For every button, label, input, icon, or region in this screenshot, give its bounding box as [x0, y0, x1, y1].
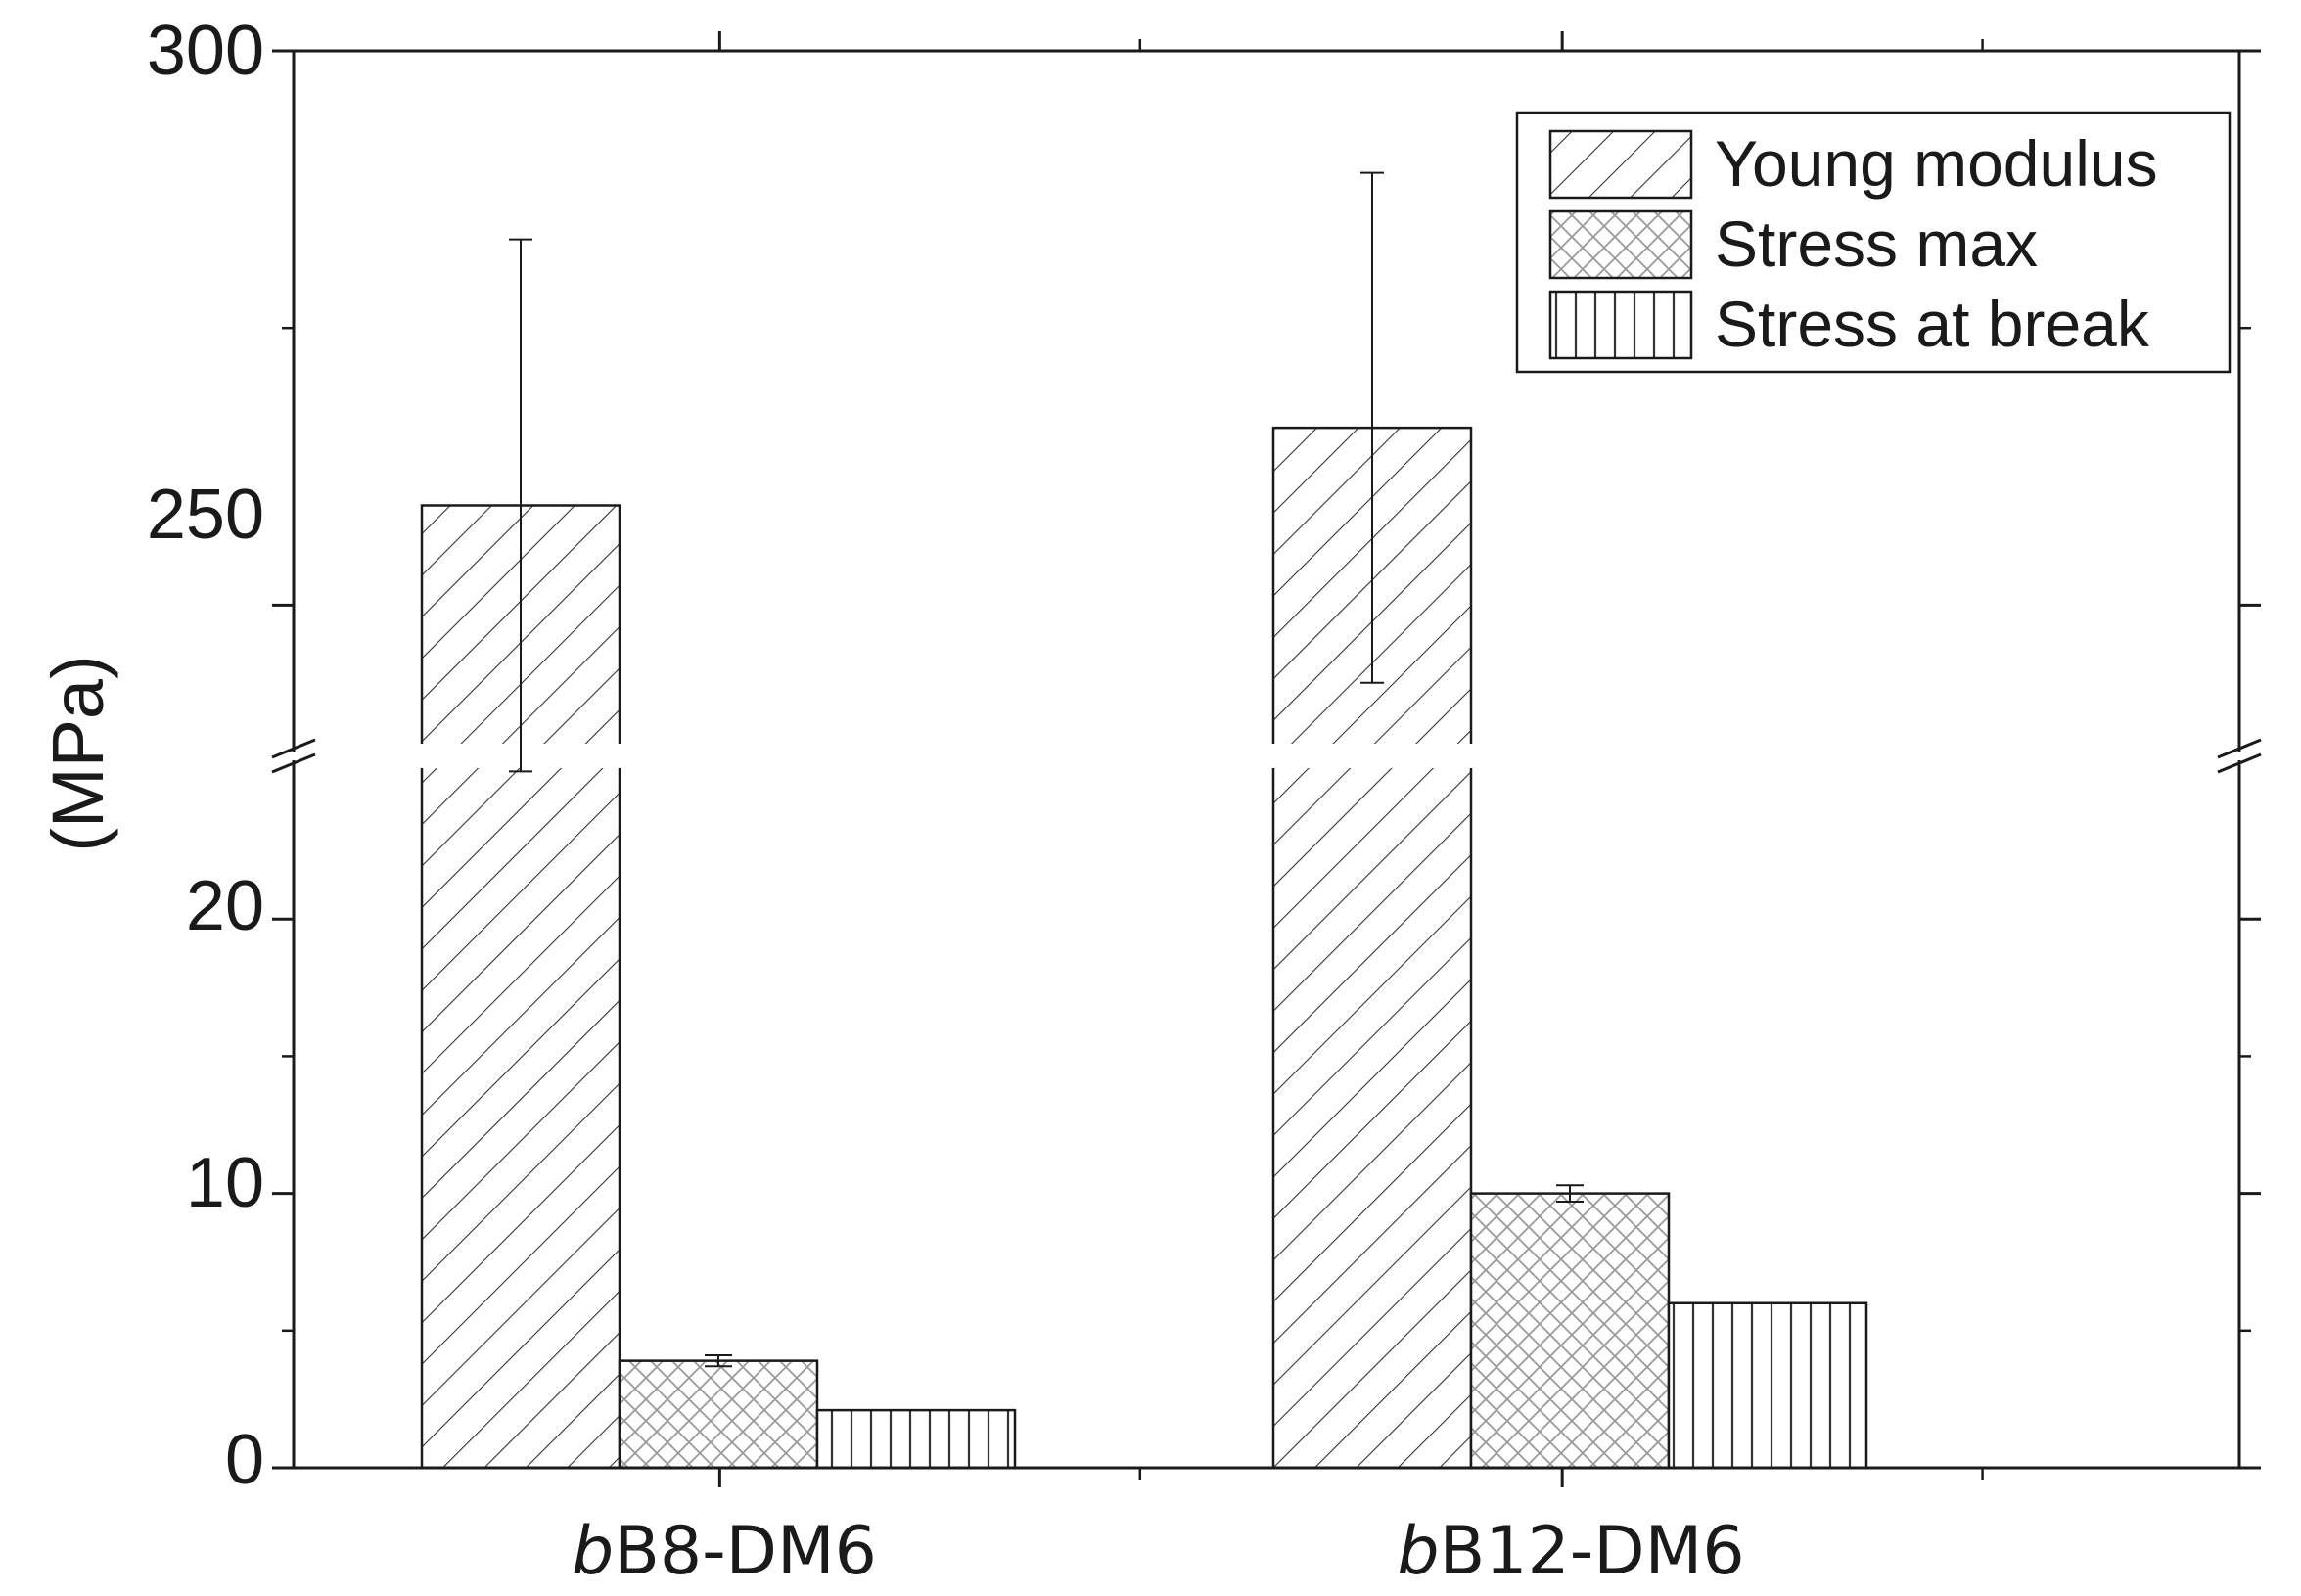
y-tick-label-0: 0 [225, 1421, 264, 1499]
error-bar-stress-max-0 [705, 1354, 732, 1368]
error-bar-stress-max-1 [1556, 1184, 1584, 1204]
y-tick-label-250: 250 [147, 476, 264, 554]
bar-young-modulus-0-lower-fill [422, 768, 620, 1468]
legend-swatch-stress-at-break [1548, 290, 1693, 360]
bar-stress-max-1 [1469, 1192, 1671, 1470]
bars-group [420, 426, 1868, 1470]
legend-label-stress-at-break: Stress at break [1715, 288, 2150, 360]
axis-break-group [271, 738, 2262, 774]
y-tick-label-10: 10 [186, 1144, 264, 1222]
bar-stress-at-break-1 [1667, 1301, 1868, 1470]
y-axis-label: (MPa) [37, 655, 118, 851]
legend-swatch-stress-max [1548, 209, 1693, 280]
bar-young-modulus-0-lower [420, 768, 621, 1468]
error-bars-group [509, 171, 1584, 1368]
x-category-label-1: bB12-DM6 [1397, 1513, 1744, 1590]
axis-break-right-lower [2217, 752, 2262, 774]
x-category-label-0: bB8-DM6 [572, 1513, 877, 1590]
y-tick-label-20: 20 [186, 867, 264, 945]
error-bar-young-modulus-0 [509, 238, 532, 773]
y-tick-label-300: 300 [147, 12, 264, 90]
legend-label-stress-max: Stress max [1715, 207, 2038, 280]
legend: Young modulus Stress max Stress at break [1515, 111, 2232, 374]
error-bar-young-modulus-1 [1360, 171, 1384, 684]
axis-break-left-lower [271, 752, 316, 774]
bar-young-modulus-1-lower-fill [1273, 768, 1471, 1468]
axis-break-left-upper [271, 738, 316, 759]
axis-break-right-upper [2217, 738, 2262, 759]
bar-stress-max-0 [618, 1359, 819, 1470]
axis-ticks-group [272, 31, 2261, 1487]
bar-stress-at-break-0 [815, 1408, 1017, 1470]
legend-swatch-young-modulus [1548, 129, 1693, 200]
plot-frame [292, 49, 2241, 1470]
legend-label-young-modulus: Young modulus [1715, 127, 2158, 200]
